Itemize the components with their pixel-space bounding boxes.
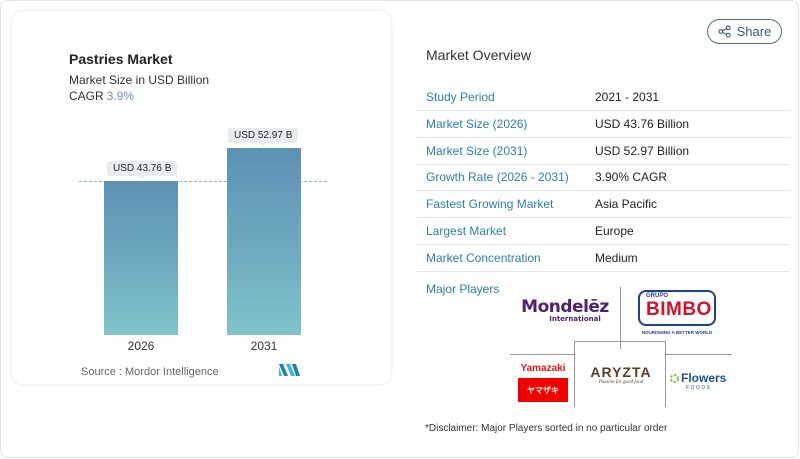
- mordor-intelligence-logo-icon: [279, 364, 300, 376]
- row-label: Largest Market: [426, 224, 507, 238]
- overview-row-concentration: Market Concentration Medium: [416, 245, 790, 272]
- overview-row-fastest-growing: Fastest Growing Market Asia Pacific: [416, 191, 790, 218]
- overview-row-largest-market: Largest Market Europe: [416, 218, 790, 245]
- major-players-label: Major Players: [426, 282, 500, 296]
- logo-flowers-foods: Flowers FOODS: [670, 371, 732, 391]
- overview-row-growth-rate: Growth Rate (2026 - 2031) 3.90% CAGR: [416, 164, 790, 191]
- row-value: 2021 - 2031: [595, 90, 660, 104]
- divider: [620, 287, 621, 349]
- chart-cagr: CAGR 3.9%: [69, 89, 134, 103]
- logo-yamazaki: Yamazaki ヤマザキ: [518, 363, 568, 402]
- share-button[interactable]: Share: [707, 19, 782, 44]
- row-label: Study Period: [426, 90, 495, 104]
- chart-title: Pastries Market: [69, 51, 173, 67]
- logo-mondelez: Mondelēz International: [521, 297, 609, 323]
- row-value: Medium: [595, 251, 638, 265]
- cagr-value: 3.9%: [106, 89, 135, 103]
- divider: [510, 354, 574, 355]
- row-value: USD 43.76 Billion: [595, 117, 690, 131]
- major-players-logo-grid: Mondelēz International GRUPO BIMBO NOURI…: [510, 287, 732, 407]
- bar-label-2031: USD 52.97 B: [228, 128, 299, 146]
- logo-grupo-bimbo: GRUPO BIMBO NOURISHING A BETTER WORLD: [638, 290, 716, 335]
- chart-card: [11, 10, 392, 385]
- row-label: Market Concentration: [426, 251, 541, 265]
- divider: [665, 354, 732, 355]
- row-label: Market Size (2031): [426, 144, 528, 158]
- row-value: Asia Pacific: [595, 197, 658, 211]
- row-label: Market Size (2026): [426, 117, 528, 131]
- row-value: 3.90% CAGR: [595, 170, 668, 184]
- logo-aryzta: ARYZTA Passion for good food: [590, 364, 652, 385]
- reference-dashed-line: [79, 181, 327, 182]
- bar-2031: [227, 148, 301, 335]
- row-label: Fastest Growing Market: [426, 197, 554, 211]
- divider: [574, 341, 575, 407]
- cagr-label: CAGR: [69, 89, 104, 103]
- flower-icon: [670, 373, 679, 383]
- overview-row-market-size-2031: Market Size (2031) USD 52.97 Billion: [416, 138, 790, 165]
- divider: [574, 341, 666, 342]
- x-label-2031: 2031: [250, 339, 278, 353]
- bar-label-2026: USD 43.76 B: [107, 161, 178, 179]
- share-icon: [718, 25, 731, 38]
- row-label: Growth Rate (2026 - 2031): [426, 170, 569, 184]
- divider: [665, 341, 666, 407]
- overview-row-study-period: Study Period 2021 - 2031: [416, 84, 790, 111]
- chart-source: Source : Mordor Intelligence: [81, 366, 219, 378]
- row-value: USD 52.97 Billion: [595, 144, 690, 158]
- bar-2026: [104, 181, 178, 335]
- overview-row-market-size-2026: Market Size (2026) USD 43.76 Billion: [416, 111, 790, 138]
- disclaimer: *Disclaimer: Major Players sorted in no …: [425, 423, 668, 434]
- row-value: Europe: [595, 224, 634, 238]
- share-label: Share: [736, 24, 772, 39]
- chart-subtitle: Market Size in USD Billion: [69, 73, 210, 87]
- overview-title: Market Overview: [426, 47, 532, 63]
- x-label-2026: 2026: [127, 339, 155, 353]
